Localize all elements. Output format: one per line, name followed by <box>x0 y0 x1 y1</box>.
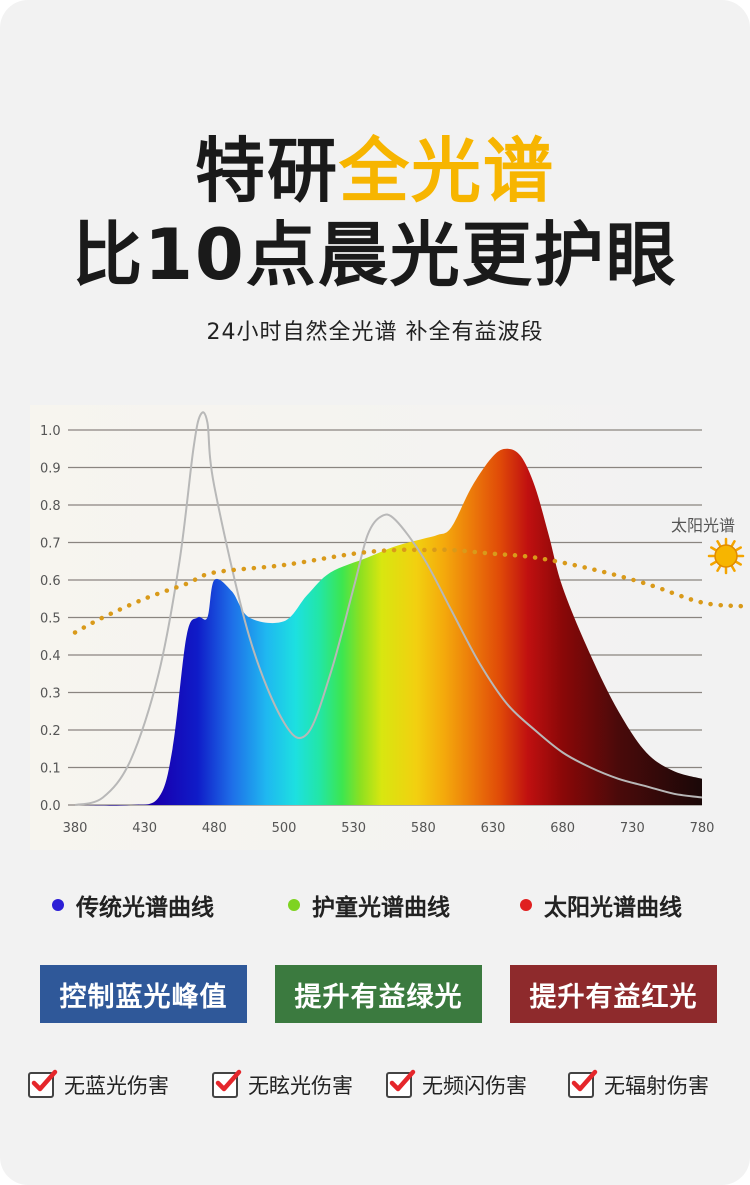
legend-dot-green <box>288 899 300 911</box>
sun-ray <box>730 565 736 572</box>
feature-label: 无辐射伤害 <box>604 1074 709 1098</box>
x-tick-label: 630 <box>481 821 506 836</box>
legend-dot-red <box>520 899 532 911</box>
feature-no-radiation: 无辐射伤害 <box>568 1068 709 1102</box>
sun-spectrum-label: 太阳光谱 <box>671 516 735 535</box>
sun-ray <box>735 546 742 552</box>
sun-ray <box>735 560 742 566</box>
x-tick-label: 430 <box>132 821 157 836</box>
eyecare-spectrum-area <box>75 448 702 806</box>
legend-label: 太阳光谱曲线 <box>544 895 682 921</box>
y-tick-label: 0.1 <box>40 762 61 777</box>
x-tick-label: 780 <box>690 821 715 836</box>
legend-item-traditional: 传统光谱曲线 <box>52 888 214 922</box>
x-tick-label: 480 <box>202 821 227 836</box>
x-tick-label: 580 <box>411 821 436 836</box>
boost-red-light-button[interactable]: 提升有益红光 <box>510 965 717 1023</box>
sun-ray <box>710 546 717 552</box>
sun-ray <box>716 565 722 572</box>
x-tick-label: 380 <box>63 821 88 836</box>
legend-label: 护童光谱曲线 <box>312 895 450 921</box>
sun-ray <box>730 540 736 547</box>
x-tick-label: 730 <box>620 821 645 836</box>
legend-item-sun: 太阳光谱曲线 <box>520 888 682 922</box>
y-tick-label: 0.9 <box>40 462 61 477</box>
subtitle: 24小时自然全光谱 补全有益波段 <box>206 320 544 345</box>
y-tick-label: 0.8 <box>40 499 61 514</box>
control-blue-peak-button[interactable]: 控制蓝光峰值 <box>40 965 247 1023</box>
y-tick-label: 0.0 <box>40 799 61 814</box>
spectrum-chart: 0.0 0.1 0.2 0.3 0.4 0.5 0.6 0.7 0.8 0.9 1.0 380 430… <box>30 405 747 850</box>
headline-line-2: 比10点晨光更护眼 <box>72 214 678 296</box>
checkbox-checked-icon <box>568 1069 598 1098</box>
legend-label: 传统光谱曲线 <box>76 895 214 921</box>
y-tick-label: 0.6 <box>40 574 61 589</box>
feature-label: 无频闪伤害 <box>422 1074 527 1098</box>
x-tick-label: 500 <box>272 821 297 836</box>
x-tick-label: 680 <box>550 821 575 836</box>
chart-legend: 传统光谱曲线 护童光谱曲线 太阳光谱曲线 <box>0 888 750 924</box>
checkbox-checked-icon <box>212 1069 242 1098</box>
headline-line-1: 特研全光谱 <box>0 128 750 214</box>
sun-icon <box>714 544 738 568</box>
checkbox-checked-icon <box>28 1069 58 1098</box>
headline-accent: 全光谱 <box>339 130 555 212</box>
headline-prefix: 特研 <box>195 130 339 212</box>
boost-green-light-button[interactable]: 提升有益绿光 <box>275 965 482 1023</box>
y-tick-label: 1.0 <box>40 424 61 439</box>
sun-spectrum-dotted-line <box>72 547 747 635</box>
feature-no-glare: 无眩光伤害 <box>212 1068 353 1102</box>
y-tick-label: 0.2 <box>40 724 61 739</box>
sun-ray <box>710 560 717 566</box>
feature-no-flicker: 无频闪伤害 <box>386 1068 527 1102</box>
y-tick-label: 0.7 <box>40 537 61 552</box>
traditional-spectrum-line <box>74 411 703 806</box>
feature-no-blue-light: 无蓝光伤害 <box>28 1068 169 1102</box>
x-tick-label: 530 <box>341 821 366 836</box>
feature-label: 无蓝光伤害 <box>64 1074 169 1098</box>
y-tick-label: 0.4 <box>40 649 61 664</box>
legend-dot-blue <box>52 899 64 911</box>
y-tick-label: 0.3 <box>40 687 61 702</box>
sun-ray <box>716 540 722 547</box>
checkbox-checked-icon <box>386 1069 416 1098</box>
feature-label: 无眩光伤害 <box>248 1074 353 1098</box>
y-tick-label: 0.5 <box>40 612 61 627</box>
legend-item-eyecare: 护童光谱曲线 <box>288 888 450 922</box>
